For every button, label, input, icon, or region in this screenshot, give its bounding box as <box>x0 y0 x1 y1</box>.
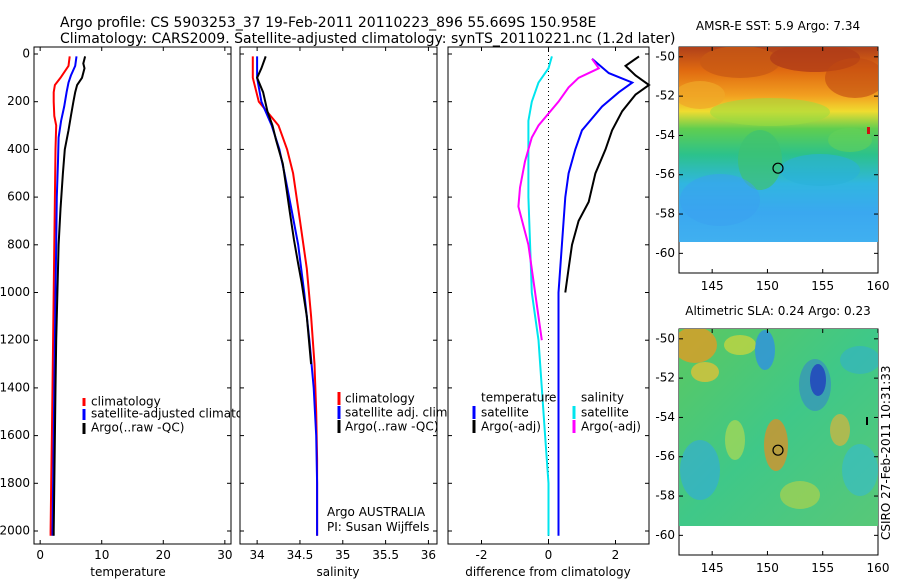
side-timestamp: CSIRO 27-Feb-2011 10:31:33 <box>879 365 893 540</box>
legend-argo-label: Argo(..raw -QC) <box>91 421 184 435</box>
y-tick-label: 1200 <box>0 333 30 347</box>
map-x-tick-label: 155 <box>811 279 834 293</box>
legend-climatology-label: climatology <box>345 392 415 406</box>
x-tick-label: 0 <box>36 548 44 562</box>
difference-xlabel: difference from climatology <box>465 565 631 579</box>
legend-satellite-label: satellite-adjusted climatology <box>91 407 269 421</box>
legend-salinity-heading: salinity <box>581 391 624 405</box>
series-line-salinity-satellite <box>527 56 553 536</box>
y-tick-label: 1600 <box>0 428 30 442</box>
sst-heatmap-field <box>679 47 878 242</box>
series-line-climatology <box>49 56 71 536</box>
x-tick-label: 35 <box>335 548 350 562</box>
map-x-tick-label: 145 <box>701 561 724 575</box>
map-y-tick-label: -54 <box>655 128 675 142</box>
map-x-tick-label: 150 <box>756 561 779 575</box>
map-x-tick-label: 150 <box>756 279 779 293</box>
legend-temp-satellite-label: satellite <box>481 406 529 420</box>
sla-heatmap-field <box>679 329 878 526</box>
sla-map-panel: Altimetric SLA: 0.24 Argo: 0.23 145 150 15… <box>655 304 889 575</box>
x-tick-label: -2 <box>476 548 488 562</box>
map-y-tick-label: -60 <box>655 528 675 542</box>
header-line-2: Climatology: CARS2009. Satellite-adjuste… <box>60 31 675 47</box>
argo-program-annotation: Argo AUSTRALIA <box>327 505 426 519</box>
x-tick-label: 35.5 <box>372 548 399 562</box>
map-x-tick-label: 155 <box>811 561 834 575</box>
temperature-panel: 0 10 20 30 0 200 400 600 800 1000 1200 1400 1600 1800… <box>0 46 269 579</box>
y-tick-label: 600 <box>7 190 30 204</box>
difference-legend: temperature satellite Argo(-adj) salinit… <box>472 391 641 434</box>
pi-annotation: PI: Susan Wijffels <box>327 520 429 534</box>
map-y-tick-label: -50 <box>655 331 675 345</box>
legend-temperature-heading: temperature <box>481 391 556 405</box>
map-x-tick-label: 145 <box>701 279 724 293</box>
x-tick-label: 2 <box>612 548 620 562</box>
y-tick-label: 1000 <box>0 285 30 299</box>
legend-sal-satellite-label: satellite <box>581 406 629 420</box>
x-tick-label: 0 <box>545 548 553 562</box>
series-line-satellite-adjusted-climatology <box>51 56 78 536</box>
y-tick-label: 200 <box>7 94 30 108</box>
temperature-xlabel: temperature <box>90 565 165 579</box>
map-y-tick-label: -54 <box>655 410 675 424</box>
x-tick-label: 10 <box>94 548 109 562</box>
map-y-tick-label: -56 <box>655 167 675 181</box>
map-y-tick-label: -58 <box>655 489 675 503</box>
map-y-tick-label: -52 <box>655 371 675 385</box>
y-tick-label: 1400 <box>0 380 30 394</box>
temperature-axes <box>33 46 232 545</box>
sst-map-panel: AMSR-E SST: 5.9 Argo: 7.34 145 150 155 160 -… <box>655 19 889 293</box>
y-tick-label: 0 <box>22 47 30 61</box>
x-tick-label: 20 <box>156 548 171 562</box>
salinity-xlabel: salinity <box>316 565 359 579</box>
header-line-1: Argo profile: CS 5903253_37 19-Feb-2011 … <box>60 15 596 31</box>
x-tick-label: 36 <box>421 548 436 562</box>
legend-satellite-label: satellite adj. clim. <box>345 406 451 420</box>
salinity-legend: climatology satellite adj. clim. Argo(..… <box>337 392 451 434</box>
map-x-tick-label: 160 <box>867 561 890 575</box>
legend-argo-label: Argo(..raw -QC) <box>345 420 438 434</box>
x-tick-label: 34.5 <box>287 548 314 562</box>
series-line-temperature-satellite <box>557 58 635 536</box>
series-line-argo-raw-qc- <box>256 56 313 365</box>
series-line-argo-raw-qc- <box>52 56 87 536</box>
temperature-legend: climatology satellite-adjusted climatolo… <box>82 395 269 435</box>
x-tick-label: 30 <box>217 548 232 562</box>
y-tick-label: 400 <box>7 142 30 156</box>
salinity-panel: 34 34.5 35 35.5 36 salinity climatology sate… <box>239 46 451 579</box>
legend-sal-argo-label: Argo(-adj) <box>581 420 641 434</box>
legend-temp-argo-label: Argo(-adj) <box>481 420 541 434</box>
sst-profile-marker <box>772 162 784 174</box>
y-tick-label: 2000 <box>0 524 30 538</box>
map-y-tick-label: -60 <box>655 246 675 260</box>
series-line-temperature-argo-adj- <box>564 55 651 293</box>
sla-map-title: Altimetric SLA: 0.24 Argo: 0.23 <box>685 304 870 318</box>
y-tick-label: 800 <box>7 237 30 251</box>
legend-climatology-label: climatology <box>91 395 161 409</box>
map-x-tick-label: 160 <box>867 279 890 293</box>
series-line-satellite-adj-clim- <box>256 56 319 536</box>
map-y-tick-label: -52 <box>655 89 675 103</box>
map-y-tick-label: -50 <box>655 49 675 63</box>
y-tick-label: 1800 <box>0 476 30 490</box>
map-y-tick-label: -58 <box>655 207 675 221</box>
map-y-tick-label: -56 <box>655 449 675 463</box>
difference-panel: -2 0 2 difference from climatology tempera… <box>447 46 651 579</box>
sst-map-title: AMSR-E SST: 5.9 Argo: 7.34 <box>696 19 860 33</box>
series-line-salinity-argo-adj- <box>517 58 601 341</box>
x-tick-label: 34 <box>249 548 264 562</box>
sla-profile-marker <box>772 444 784 456</box>
